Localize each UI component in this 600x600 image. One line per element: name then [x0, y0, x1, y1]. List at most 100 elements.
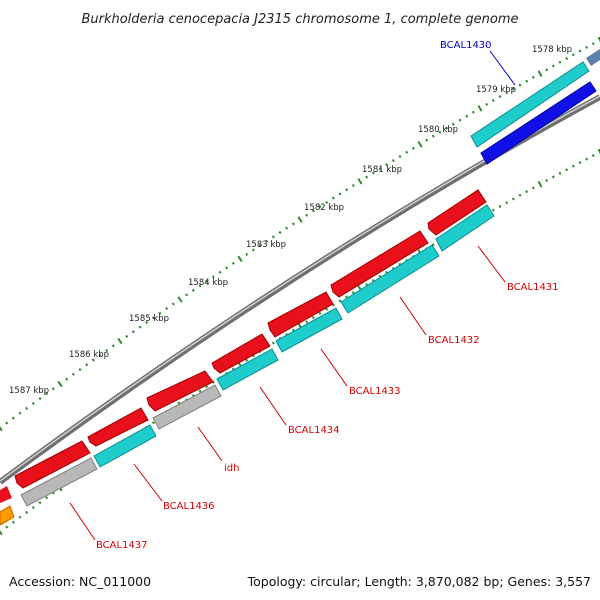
outer-tick-minor	[398, 154, 402, 158]
outer-tick-major	[177, 296, 183, 303]
tick-label-1581: 1581 kbp	[362, 165, 402, 175]
gene-bar-bcal1431-rev	[435, 204, 495, 252]
inner-tick-minor	[505, 201, 509, 205]
leader-line-bcal1433	[320, 348, 348, 387]
gene-bar-bcal1433-fwd	[267, 291, 334, 338]
inner-tick-minor	[345, 295, 349, 299]
outer-tick-minor	[18, 411, 22, 415]
outer-tick-minor	[351, 183, 355, 188]
outer-tick-minor	[191, 288, 195, 292]
inner-tick-major	[597, 148, 600, 155]
outer-tick-minor	[158, 311, 162, 315]
accession-text: Accession: NC_011000	[9, 574, 151, 589]
outer-tick-minor	[278, 230, 282, 235]
outer-tick-major	[237, 255, 243, 263]
leader-line-bcal1432	[399, 296, 427, 336]
inner-tick-minor	[245, 358, 249, 362]
outer-tick-minor	[85, 363, 89, 367]
gene-bar-bcal1437-rev	[20, 457, 98, 507]
inner-tick-minor	[591, 154, 595, 158]
gene-label-bcal1437: BCAL1437	[96, 540, 148, 551]
gene-labels: BCAL1430 BCAL1431 BCAL1432 BCAL1433 BCAL…	[96, 40, 559, 551]
inner-tick-minor	[491, 208, 495, 212]
inner-tick-minor	[498, 204, 502, 208]
outer-tick-minor	[365, 175, 369, 179]
inner-tick-minor	[5, 525, 9, 529]
gene-bar-bcal1432-fwd	[330, 230, 429, 298]
leader-line-idh	[197, 426, 223, 462]
outer-tick-minor	[331, 196, 335, 200]
leader-line-bcal1431	[477, 245, 506, 283]
inner-tick-minor	[11, 520, 15, 524]
tick-label-1587: 1587 kbp	[9, 386, 49, 396]
inner-tick-minor	[31, 506, 35, 510]
outer-tick-minor	[305, 213, 309, 217]
outer-tick-minor	[171, 302, 175, 306]
outer-tick-minor	[131, 330, 135, 334]
gene-label-leaders	[69, 50, 516, 541]
gene-bar-edge-fwd	[0, 486, 12, 503]
rna-bar	[480, 81, 597, 165]
outer-tick-ring	[0, 36, 600, 432]
gene-bar-offscreen	[586, 49, 600, 66]
outer-tick-minor	[451, 122, 455, 126]
outer-tick-minor	[98, 353, 102, 357]
outer-tick-minor	[218, 270, 222, 274]
outer-tick-minor	[291, 222, 295, 226]
outer-tick-minor	[25, 406, 29, 410]
tick-label-1585: 1585 kbp	[129, 314, 169, 324]
outer-tick-major	[357, 178, 363, 185]
outer-tick-minor	[45, 392, 49, 396]
tick-labels: 1578 kbp 1579 kbp 1580 kbp 1581 kbp 1582…	[9, 45, 572, 396]
inner-tick-minor	[578, 161, 582, 165]
outer-tick-minor	[258, 244, 262, 248]
outer-tick-minor	[425, 138, 429, 142]
outer-tick-minor	[198, 284, 202, 288]
gene-bar-bcal1437-fwd	[14, 440, 91, 489]
inner-tick-minor	[325, 307, 329, 311]
inner-tick-minor	[585, 157, 589, 161]
inner-tick-minor	[271, 341, 275, 345]
outer-tick-minor	[231, 261, 235, 265]
inner-tick-minor	[511, 197, 515, 201]
gene-bar-idh-rev	[152, 384, 222, 430]
outer-tick-minor	[251, 248, 255, 252]
outer-tick-minor	[5, 421, 9, 425]
inner-tick-minor	[338, 299, 342, 303]
map-title: Burkholderia cenocepacia J2315 chromosom…	[81, 12, 518, 27]
gene-bar-bcal1432-rev	[340, 244, 440, 314]
outer-tick-minor	[211, 275, 215, 279]
gene-bar-bcal1436-fwd	[87, 407, 149, 447]
outer-tick-minor	[565, 57, 569, 61]
inner-tick-minor	[151, 421, 155, 425]
outer-tick-minor	[265, 239, 269, 243]
outer-tick-minor	[318, 205, 322, 209]
outer-tick-minor	[545, 68, 549, 72]
outer-tick-minor	[411, 146, 415, 150]
inner-tick-minor	[318, 311, 322, 315]
outer-tick-minor	[465, 114, 469, 118]
outer-tick-minor	[31, 401, 35, 405]
outer-tick-minor	[471, 110, 475, 114]
outer-tick-minor	[385, 163, 389, 167]
outer-tick-minor	[505, 91, 509, 95]
outer-tick-minor	[531, 75, 535, 79]
outer-tick-minor	[338, 192, 342, 196]
inner-tick-minor	[45, 496, 49, 500]
outer-tick-minor	[458, 118, 462, 122]
inner-tick-minor	[25, 510, 29, 514]
outer-tick-minor	[205, 279, 209, 283]
outer-tick-minor	[498, 95, 502, 99]
inner-tick-minor	[531, 186, 535, 190]
outer-tick-minor	[151, 316, 155, 320]
outer-tick-minor	[65, 377, 69, 381]
outer-tick-minor	[111, 344, 115, 348]
outer-tick-minor	[285, 226, 289, 230]
inner-tick-minor	[551, 175, 555, 179]
inner-tick-minor	[18, 515, 22, 519]
outer-tick-minor	[105, 349, 109, 353]
tick-label-1578: 1578 kbp	[532, 45, 572, 55]
outer-tick-minor	[485, 102, 489, 106]
outer-tick-minor	[431, 134, 435, 138]
